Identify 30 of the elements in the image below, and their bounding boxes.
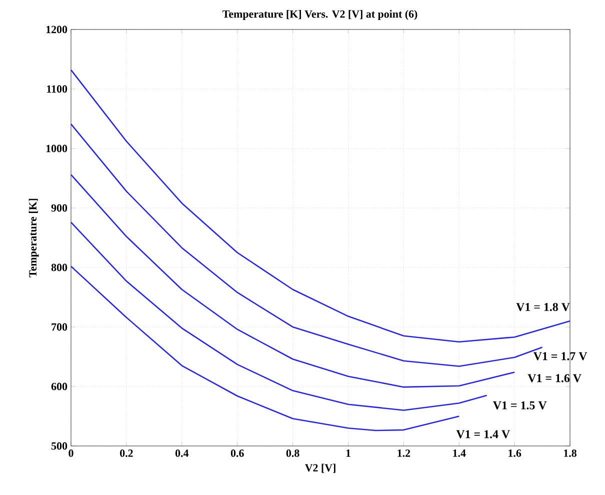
x-tick-label: 1.6 [508,450,522,457]
y-tick-label: 1100 [47,85,68,93]
y-tick-label: 800 [51,264,68,272]
series-label: V1 = 1.5 V [492,401,547,410]
line-series [70,69,571,343]
x-axis-title: V2 [V] [304,464,336,473]
x-tick-label: 0.8 [286,450,300,457]
y-tick-label: 1200 [46,26,68,34]
line-series [70,222,488,411]
x-tick-label: 1.2 [398,450,410,457]
chart-title: Temperature [K] Vers. V2 [V] at point (6) [222,10,418,20]
series-label: V1 = 1.4 V [456,430,510,438]
x-tick-label: 0 [68,450,74,457]
x-tick-label: 1.4 [453,450,466,457]
y-axis-title: Temperature [K] [28,198,39,278]
y-tick-label: 900 [51,204,68,212]
line-series [70,266,460,432]
x-tick-label: 1 [346,450,350,457]
x-tick-label: 0.2 [120,450,133,457]
y-tick-label: 500 [51,442,68,450]
x-tick-label: 0.4 [175,450,189,457]
x-tick-label: 1.8 [564,450,576,457]
y-tick-label: 1000 [46,144,68,152]
y-tick-label: 700 [52,323,68,331]
line-series [70,174,516,388]
x-tick-label: 0.6 [230,450,244,457]
series-label: V1 = 1.7 V [533,352,588,360]
series-label: V1 = 1.6 V [528,374,582,382]
y-tick-label: 600 [51,382,68,390]
series-label: V1 = 1.8 V [516,302,570,312]
